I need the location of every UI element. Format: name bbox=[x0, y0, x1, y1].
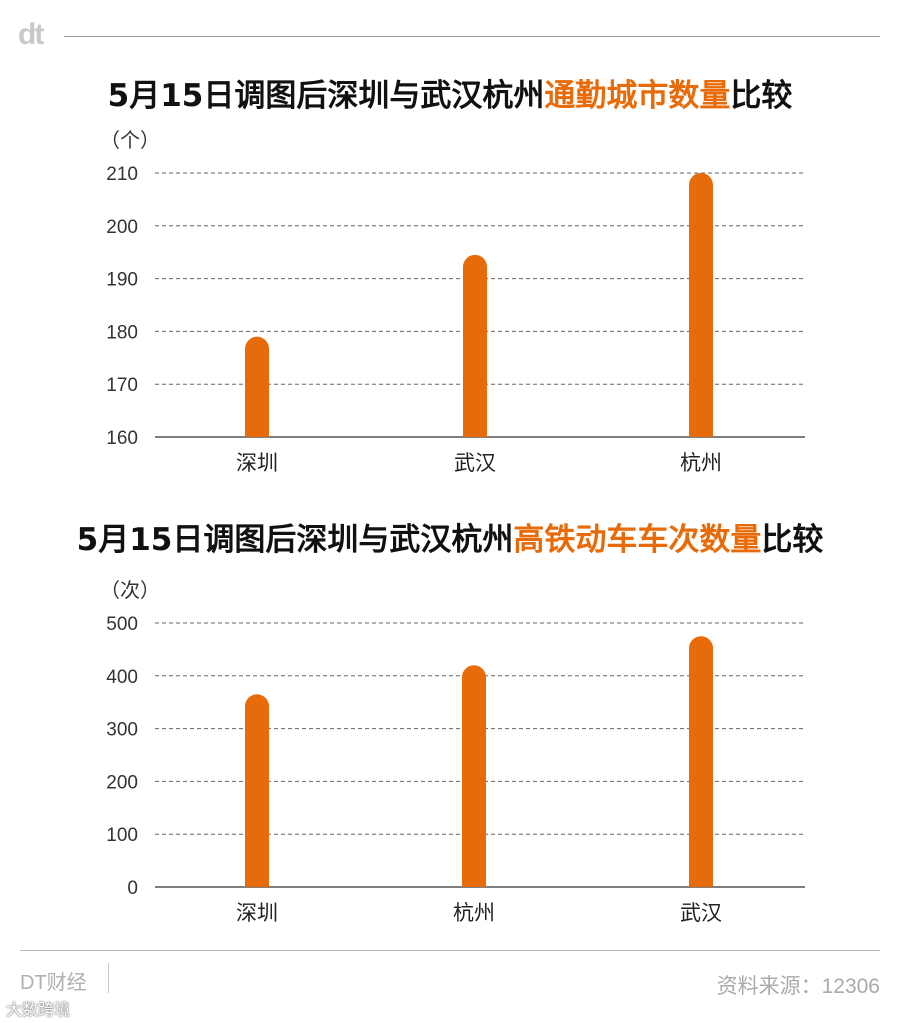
y-tick-label: 100 bbox=[106, 825, 138, 846]
y-tick-label: 300 bbox=[106, 720, 138, 741]
bottom-divider bbox=[20, 950, 880, 951]
title-highlight: 通勤城市数量 bbox=[544, 78, 731, 114]
x-category-label: 杭州 bbox=[680, 451, 722, 475]
bar-杭州 bbox=[689, 173, 713, 437]
x-category-label: 深圳 bbox=[236, 901, 278, 925]
bar-深圳 bbox=[245, 336, 269, 437]
x-category-label: 杭州 bbox=[453, 901, 495, 925]
x-category-label: 武汉 bbox=[454, 451, 496, 475]
y-tick-label: 210 bbox=[106, 164, 138, 185]
chart-title-commute: 5月15日调图后深圳与武汉杭州通勤城市数量比较 bbox=[0, 70, 900, 115]
y-tick-label: 180 bbox=[106, 322, 138, 343]
y-tick-label: 200 bbox=[106, 217, 138, 238]
high-speed-train-count-chart: （次） 0 100 200 300 400 500 深圳 杭州 武汉 bbox=[100, 578, 805, 925]
bar-深圳 bbox=[245, 694, 269, 887]
source-note: 资料来源：12306 bbox=[716, 975, 880, 998]
y-tick-label: 200 bbox=[106, 772, 138, 793]
y-tick-label: 400 bbox=[106, 667, 138, 688]
brand-divider bbox=[108, 963, 109, 993]
bar-武汉 bbox=[689, 636, 713, 887]
commute-city-count-chart: （个） 160 170 180 190 200 210 深圳 武汉 杭州 bbox=[100, 128, 805, 475]
y-tick-label: 160 bbox=[106, 428, 138, 449]
y-tick-label: 170 bbox=[106, 375, 138, 396]
title-suffix: 比较 bbox=[761, 522, 824, 558]
dt-logo: dt bbox=[18, 18, 44, 51]
y-tick-label: 0 bbox=[127, 878, 138, 899]
title-suffix: 比较 bbox=[730, 78, 793, 114]
watermark: 大数跨境 bbox=[6, 1002, 71, 1019]
y-tick-label: 500 bbox=[106, 614, 138, 635]
chart-title-train: 5月15日调图后深圳与武汉杭州高铁动车车次数量比较 bbox=[0, 514, 900, 559]
x-category-label: 武汉 bbox=[680, 901, 722, 925]
y-tick-label: 190 bbox=[106, 270, 138, 291]
y-unit-label: （个） bbox=[100, 128, 160, 152]
brand-label: DT财经 bbox=[20, 972, 87, 994]
y-unit-label: （次） bbox=[100, 578, 160, 602]
title-prefix: 5月15日调图后深圳与武汉杭州 bbox=[107, 78, 545, 114]
title-prefix: 5月15日调图后深圳与武汉杭州 bbox=[76, 522, 514, 558]
bar-杭州 bbox=[462, 665, 486, 887]
bar-武汉 bbox=[463, 254, 487, 437]
top-divider bbox=[64, 36, 880, 37]
title-highlight: 高铁动车车次数量 bbox=[513, 522, 762, 558]
x-category-label: 深圳 bbox=[236, 451, 278, 475]
